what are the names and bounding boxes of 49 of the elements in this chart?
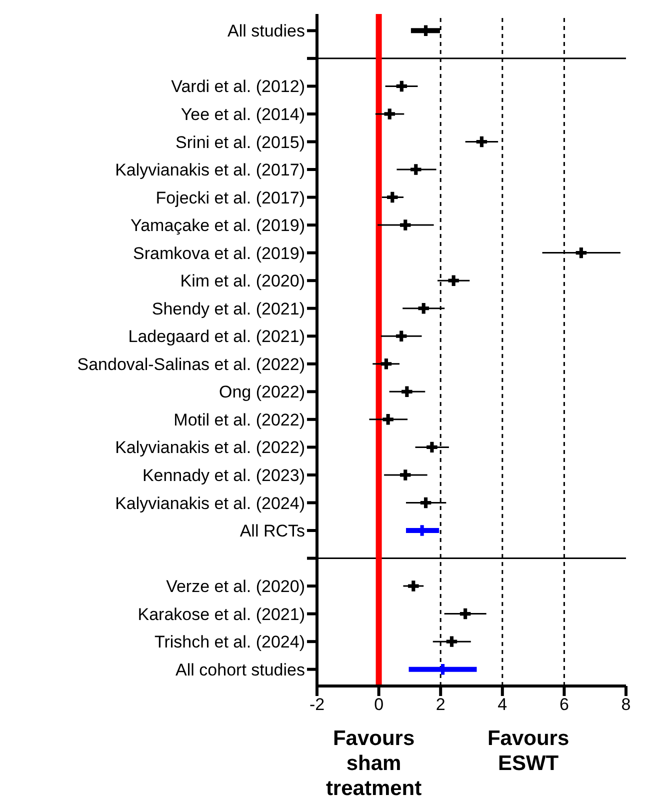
point: [476, 136, 488, 148]
point: [402, 386, 412, 398]
point: [576, 247, 587, 258]
point: [387, 192, 398, 203]
point: [426, 442, 438, 453]
y-tick-label: Kim et al. (2020): [180, 272, 305, 291]
y-tick-label: All RCTs: [240, 522, 305, 541]
point: [408, 580, 419, 592]
y-tick-label: Vardi et al. (2012): [171, 77, 305, 96]
y-tick-label: Kalyvianakis et al. (2017): [115, 160, 305, 180]
y-tick-label: Sandoval-Salinas et al. (2022): [77, 354, 305, 374]
y-tick-label: Trishch et al. (2024): [154, 632, 305, 652]
point: [446, 636, 458, 647]
point: [382, 414, 394, 425]
y-tick-label: Motil et al. (2022): [174, 410, 305, 430]
point: [396, 330, 407, 342]
y-tick-label: Sramkova et al. (2019): [133, 244, 305, 263]
y-tick-label: Kalyvianakis et al. (2024): [115, 494, 305, 513]
y-tick-label: Shendy et al. (2021): [152, 299, 305, 318]
point: [460, 608, 471, 620]
y-tick-label: Fojecki et al. (2017): [156, 188, 305, 208]
y-tick-label: Yee et al. (2014): [180, 105, 305, 124]
point: [380, 358, 392, 370]
y-tick-label: All cohort studies: [176, 660, 305, 680]
x-tick-label: 8: [621, 695, 631, 714]
y-tick-label: Karakose et al. (2021): [138, 604, 305, 624]
x-tick-label: 2: [436, 695, 446, 714]
y-tick-label: All studies: [228, 22, 305, 41]
y-tick-label: Ladegaard et al. (2021): [128, 327, 305, 346]
y-tick-label: Verze et al. (2020): [166, 577, 305, 596]
point: [418, 302, 429, 314]
x-tick-label: 4: [498, 695, 508, 714]
point: [384, 108, 395, 120]
point: [448, 275, 459, 286]
y-tick-label: Kennady et al. (2023): [142, 466, 305, 485]
y-tick-label: Kalyvianakis et al. (2022): [115, 438, 305, 458]
point: [410, 164, 422, 175]
point: [400, 220, 411, 230]
x-tick-label: -2: [309, 695, 325, 714]
y-tick-label: Ong (2022): [219, 382, 305, 402]
y-tick-label: Yamaçake et al. (2019): [130, 216, 305, 236]
text: Favours sham treatment: [324, 726, 423, 801]
x-tick-label: 6: [559, 695, 569, 714]
point: [400, 470, 411, 480]
x-tick-label: 0: [374, 695, 384, 714]
text: Favours ESWT: [486, 726, 570, 776]
point: [396, 80, 408, 92]
y-tick-label: Srini et al. (2015): [176, 132, 305, 152]
point: [420, 497, 432, 508]
